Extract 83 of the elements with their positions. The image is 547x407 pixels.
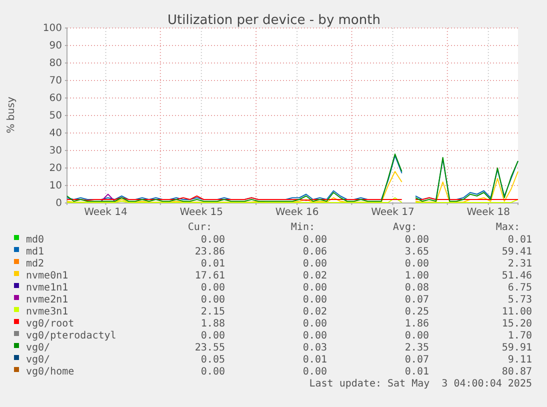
x-tick-label: Week 16 [275,207,319,218]
text: Max: [496,222,520,233]
x-tick-label: Week 15 [180,207,224,218]
text: 0.00 [302,366,327,378]
text: 1.88 [200,318,225,330]
text: 9.11 [508,354,532,366]
legend-label: vg0/ [26,354,50,366]
text: 23.55 [194,342,225,354]
y-tick-label: 10 [49,180,62,192]
legend-label: vg0/root [26,318,74,330]
y-tick-label: 90 [49,40,62,52]
text: 0.00 [302,234,327,246]
text: 11.00 [502,306,532,318]
text: 0.00 [302,318,327,330]
text: 0.00 [302,258,327,270]
text: 5.73 [508,294,532,306]
text: 0.01 [508,234,532,246]
text: 0.06 [302,246,327,258]
y-tick-label: 50 [49,110,62,122]
x-tick-label: Week 17 [371,207,414,218]
text: 0.00 [404,330,429,342]
text: 15.20 [502,318,532,330]
text: 0.05 [200,354,225,366]
text: 0.03 [302,342,327,354]
x-tick-label: Week 18 [466,207,510,218]
y-tick-label: 20 [49,163,62,174]
text: 17.61 [194,270,225,282]
text: 0.02 [302,270,327,282]
text: 1.00 [404,270,429,282]
text: Avg: [392,222,417,233]
text: 80.87 [502,366,532,378]
text: 0.25 [404,306,429,318]
text: 0.00 [200,294,225,306]
legend-label: vg0/home [26,366,74,378]
y-tick-label: 30 [49,146,62,157]
text: 0.00 [302,294,327,306]
text: 59.41 [502,246,532,258]
text: 0.00 [404,234,429,246]
y-tick-label: 70 [49,76,62,87]
text: 23.86 [194,246,225,258]
text: 0.07 [404,354,429,366]
legend-label: md0 [26,234,44,246]
text: 2.35 [404,342,429,354]
text: 0.00 [200,282,225,294]
text: 0.00 [200,366,225,378]
y-tick-label: 0 [56,198,62,210]
text: 0.00 [200,330,225,342]
y-tick-label: 60 [49,93,62,104]
text: 2.15 [200,306,225,318]
text: 6.75 [508,282,532,294]
legend-label: nvme2n1 [26,294,68,306]
text: 0.02 [302,306,327,318]
y-tick-label: 80 [49,58,62,70]
legend-label: md2 [26,258,44,270]
legend-label: vg0/ [26,342,50,354]
legend-label: nvme0n1 [26,270,68,282]
text: 1.70 [508,330,532,342]
text: 59.91 [502,342,532,354]
text: 51.46 [502,270,532,282]
text: Last update: Sat May 3 04:00:04 2025 [309,378,532,390]
text: 0.00 [200,234,225,246]
text: 3.65 [404,246,429,258]
y-tick-label: 100 [42,23,62,34]
text: Cur: [188,222,212,233]
legend-label: vg0/pterodactyl [26,330,116,342]
text: 0.00 [302,282,327,294]
chart-title: Utilization per device - by month [168,13,380,28]
text: 0.01 [302,354,327,366]
text: 0.00 [404,258,429,270]
text: 0.07 [404,294,429,306]
legend-label: md1 [26,246,44,258]
text: 1.86 [404,318,429,330]
x-tick-label: Week 14 [84,207,128,218]
text: 2.31 [508,258,532,270]
text: Min: [290,222,315,233]
y-axis-title: % busy [6,96,17,134]
text: 0.00 [302,330,327,342]
text: 0.01 [404,366,429,378]
legend-label: nvme3n1 [26,306,68,318]
legend-label: nvme1n1 [26,282,68,294]
y-tick-label: 40 [49,128,62,140]
text: 0.01 [200,258,225,270]
text: 0.08 [404,282,429,294]
